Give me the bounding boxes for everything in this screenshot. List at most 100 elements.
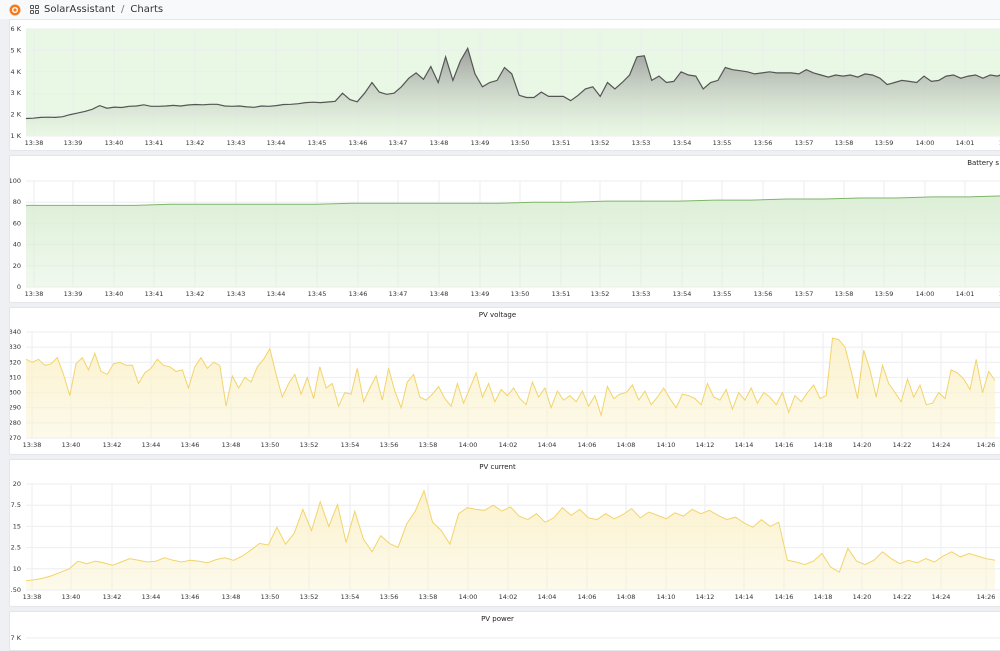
dashboards-grid-icon[interactable] <box>30 5 39 14</box>
x-tick-label: 13:39 <box>64 290 83 298</box>
x-tick-label: 13:42 <box>186 139 205 147</box>
x-tick-label: 13:47 <box>389 290 408 298</box>
y-tick-label: 1 K <box>11 132 22 140</box>
x-tick-label: 13:40 <box>105 290 124 298</box>
x-tick-label: 14:00 <box>459 441 478 449</box>
x-tick-label: 14:22 <box>893 441 912 449</box>
y-tick-label: 60 <box>13 219 21 227</box>
y-tick-label: 280 <box>10 419 21 427</box>
x-tick-label: 14:24 <box>932 441 951 449</box>
x-tick-label: 13:59 <box>875 290 894 298</box>
x-tick-label: 14:04 <box>538 441 557 449</box>
series-area <box>26 195 1000 287</box>
panel-title: Battery s <box>967 159 999 167</box>
x-tick-label: 13:38 <box>25 139 44 147</box>
x-tick-label: 13:52 <box>591 290 610 298</box>
x-tick-label: 13:51 <box>552 290 571 298</box>
y-tick-label: 330 <box>10 343 21 351</box>
series-line <box>25 337 996 418</box>
x-tick-label: 13:55 <box>713 290 732 298</box>
y-tick-label: 17.5 <box>10 501 21 509</box>
y-tick-label: 4 K <box>11 68 22 76</box>
x-tick-label: 13:39 <box>64 139 83 147</box>
x-tick-label: 13:57 <box>795 139 814 147</box>
x-tick-label: 13:51 <box>552 139 571 147</box>
x-tick-label: 13:52 <box>300 441 319 449</box>
x-tick-label: 14:10 <box>657 593 676 601</box>
y-tick-label: 0 <box>17 283 21 291</box>
x-tick-label: 13:46 <box>181 441 200 449</box>
y-tick-label: 10 <box>13 565 21 573</box>
y-tick-label: 290 <box>10 404 21 412</box>
x-tick-label: 14:20 <box>853 441 872 449</box>
y-tick-label: 12.5 <box>10 544 21 552</box>
x-tick-label: 13:53 <box>632 290 651 298</box>
x-tick-label: 13:44 <box>267 139 286 147</box>
x-tick-label: 13:48 <box>430 139 449 147</box>
x-tick-label: 13:56 <box>754 139 773 147</box>
x-tick-label: 13:47 <box>389 139 408 147</box>
x-tick-label: 13:41 <box>145 290 164 298</box>
x-tick-label: 13:56 <box>754 290 773 298</box>
x-tick-label: 14:01 <box>956 139 975 147</box>
x-tick-label: 14:12 <box>696 593 715 601</box>
x-tick-label: 13:44 <box>142 593 161 601</box>
y-tick-label: 20 <box>13 262 21 270</box>
x-tick-label: 13:48 <box>430 290 449 298</box>
x-tick-label: 14:14 <box>735 441 754 449</box>
x-tick-label: 13:42 <box>103 441 122 449</box>
breadcrumb-page[interactable]: Charts <box>130 4 164 15</box>
x-tick-label: 13:46 <box>181 593 200 601</box>
series-area <box>26 490 995 590</box>
breadcrumb-separator: / <box>121 4 125 15</box>
chart-panel-pv-voltage[interactable]: PV voltage 340 330 320 310 300 290 280 27013:38… <box>9 307 1000 455</box>
x-tick-label: 13:50 <box>261 441 280 449</box>
y-tick-label: 7.50 <box>10 586 21 594</box>
x-tick-label: 14:16 <box>775 593 794 601</box>
x-tick-label: 13:40 <box>62 593 81 601</box>
chart-panel-pv-power[interactable]: PV power 7 K <box>9 611 1000 651</box>
x-tick-label: 13:40 <box>105 139 124 147</box>
x-tick-label: 13:56 <box>380 441 399 449</box>
x-tick-label: 13:48 <box>222 441 241 449</box>
x-tick-label: 13:54 <box>673 139 692 147</box>
y-tick-label: 320 <box>10 358 21 366</box>
x-tick-label: 13:45 <box>308 290 327 298</box>
top-navbar: SolarAssistant / Charts <box>0 0 1000 19</box>
x-tick-label: 13:49 <box>471 139 490 147</box>
x-tick-label: 14 <box>999 139 1000 147</box>
series-line <box>25 489 996 582</box>
y-tick-label: 3 K <box>11 89 22 97</box>
chart-panel-battery[interactable]: Battery s 100 80 60 40 20 0 13:38 13:39 13:40 13:… <box>9 155 1000 303</box>
x-tick-label: 13:38 <box>25 290 44 298</box>
y-tick-label: 80 <box>13 198 21 206</box>
x-tick-label: 13:50 <box>511 290 530 298</box>
grafana-logo-icon[interactable] <box>9 4 21 16</box>
series-area <box>26 48 1000 136</box>
x-tick-label: 13:43 <box>227 290 246 298</box>
x-tick-label: 13:58 <box>835 290 854 298</box>
y-tick-label: 310 <box>10 373 21 381</box>
x-tick-label: 14:00 <box>916 139 935 147</box>
x-tick-label: 13:49 <box>471 290 490 298</box>
x-tick-label: 13:38 <box>23 441 42 449</box>
x-tick-label: 13:52 <box>591 139 610 147</box>
panel-title: PV power <box>481 615 514 623</box>
x-tick-label: 13:38 <box>23 593 42 601</box>
y-tick-label: 15 <box>13 522 21 530</box>
x-tick-label: 14:00 <box>916 290 935 298</box>
chart-panel-power[interactable]: 6 K 5 K 4 K 3 K 2 K 1 K 13:38 13:39 13:40 13:41 13… <box>9 19 1000 151</box>
series-line <box>26 195 1000 206</box>
x-tick-label: 13:58 <box>419 441 438 449</box>
x-tick-label: 14:18 <box>814 593 833 601</box>
y-tick-label: 5 K <box>11 46 22 54</box>
panel-title: PV voltage <box>478 311 517 319</box>
y-tick-label: 270 <box>10 434 21 442</box>
breadcrumb-app[interactable]: SolarAssistant <box>44 4 116 15</box>
x-tick-label: 13:41 <box>145 139 164 147</box>
panel-title: PV current <box>479 463 516 471</box>
x-tick-label: 13:44 <box>142 441 161 449</box>
x-tick-label: 13:56 <box>380 593 399 601</box>
y-tick-label: 340 <box>10 328 21 336</box>
